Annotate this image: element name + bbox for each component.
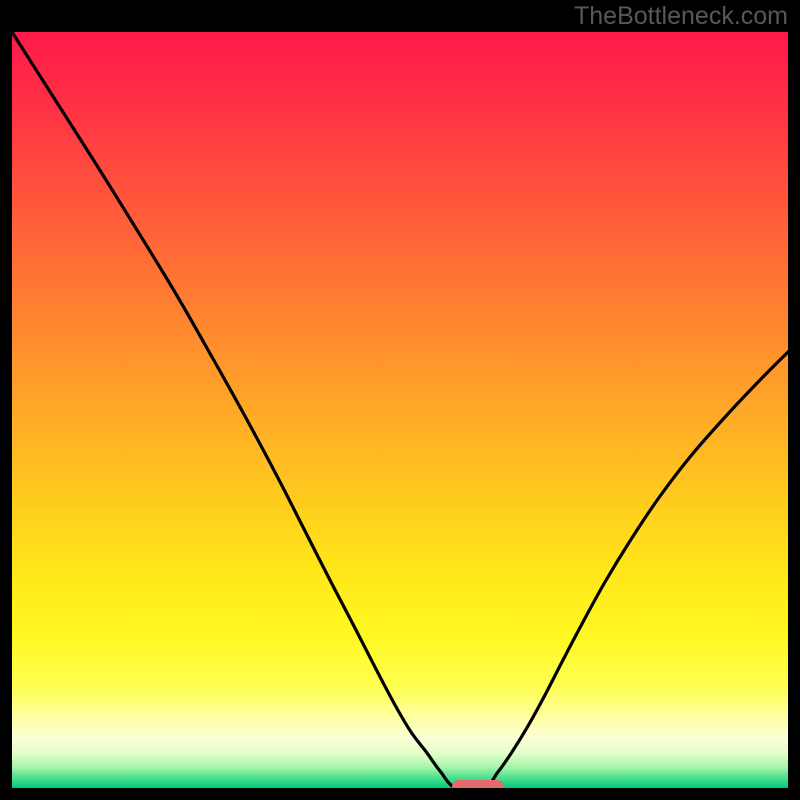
chart-svg bbox=[12, 32, 788, 788]
chart-frame: TheBottleneck.com bbox=[0, 0, 800, 800]
optimal-marker bbox=[452, 780, 504, 788]
gradient-background bbox=[12, 32, 788, 788]
attribution-text: TheBottleneck.com bbox=[574, 2, 788, 31]
plot-area bbox=[12, 32, 788, 788]
